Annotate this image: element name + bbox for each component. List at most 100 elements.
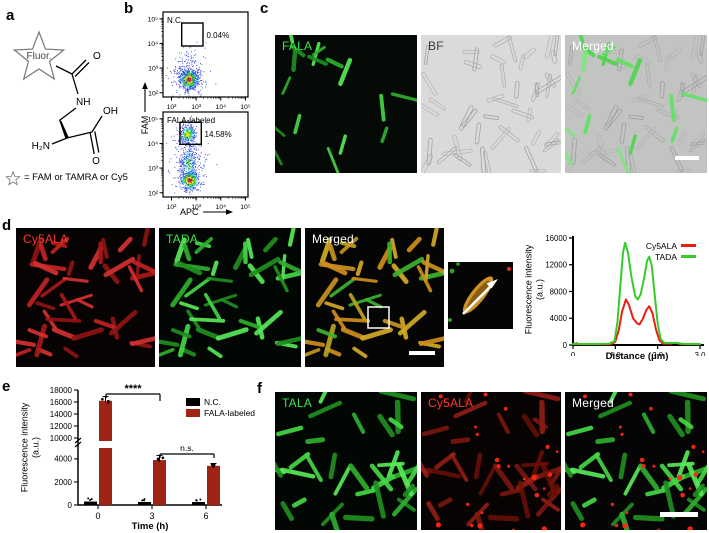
red-line-swatch (681, 244, 696, 247)
profile-chart: 0 4000 8000 12000 16000 0 1.0 2.0 3.0 (545, 234, 707, 356)
svg-text:10000: 10000 (50, 434, 73, 443)
svg-text:1.0: 1.0 (610, 351, 622, 356)
apc-axis-text: APC (180, 207, 199, 217)
micrograph-label: TADA (166, 232, 198, 246)
star-legend: = FAM or TAMRA or Cy5 (4, 168, 128, 186)
svg-text:10³: 10³ (191, 104, 202, 110)
micrograph-label: BF (428, 39, 444, 53)
micrograph-merged-d: Merged (305, 228, 444, 367)
svg-text:****: **** (124, 384, 142, 395)
svg-text:10⁵: 10⁵ (148, 116, 159, 123)
bar-legend: N.C. FALA-labeled (186, 396, 256, 418)
star-icon (5, 170, 21, 186)
flow-plot-fala: 10² 10³ 10⁴ 10⁵ 10² 10³ 10⁴ 10⁵ FALA-labeled 14… (148, 111, 251, 211)
apc-axis-label: APC (180, 207, 233, 217)
bar-ylabel: Fluorescence intensity (a.u.) (19, 402, 41, 493)
panel-label-e: e (2, 378, 11, 395)
micrograph-bf: BF (421, 35, 561, 173)
legend-item-tada: TADA (596, 251, 696, 262)
svg-text:10⁴: 10⁴ (148, 41, 159, 48)
svg-text:10²: 10² (148, 90, 159, 97)
flow-nc-gate-box (181, 22, 204, 47)
svg-text:10²: 10² (148, 190, 159, 197)
svg-text:10⁵: 10⁵ (240, 204, 251, 211)
svg-text:10⁴: 10⁴ (148, 141, 159, 148)
micrograph-cy5ala: Cy5ALA (16, 228, 155, 367)
flow-fala-title: FALA-labeled (167, 116, 215, 125)
stereo-wedge-bond (58, 119, 69, 139)
flow-plot-nc: 10² 10³ 10⁴ 10⁵ 10² 10³ 10⁴ 10⁵ N.C. 0.04% (148, 11, 251, 110)
atom-nh: NH (76, 97, 90, 108)
svg-text:3: 3 (149, 511, 154, 521)
inset-single-cell (448, 262, 513, 329)
flow-nc-gate-percent: 0.04% (207, 31, 230, 40)
svg-text:n.s.: n.s. (180, 443, 194, 453)
svg-text:10⁵: 10⁵ (240, 104, 251, 110)
axis-arrow-icon (142, 81, 148, 112)
svg-text:0: 0 (571, 351, 576, 356)
inset-region-box-overlay (367, 306, 390, 329)
svg-text:16000: 16000 (50, 398, 73, 407)
svg-text:10²: 10² (167, 204, 178, 211)
fluorophore-star-icon (12, 30, 66, 81)
micrograph-label: TALA (282, 396, 312, 410)
micrograph-label: Merged (312, 232, 354, 246)
flow-nc-title: N.C. (167, 16, 183, 25)
panel-label-c: c (260, 0, 269, 17)
legend-item-cy5ala: Cy5ALA (596, 240, 696, 251)
chemical-structure-drawing: Fluor. O NH H₂N OH O (12, 30, 118, 165)
bar-xlabel: Time (h) (131, 521, 169, 532)
bond-lines (51, 59, 103, 155)
profile-xlabel: Distance (μm) (605, 351, 669, 362)
panel-label-f: f (257, 380, 262, 397)
micrograph-tada: TADA (159, 228, 301, 367)
profile-legend: Cy5ALA TADA (596, 240, 696, 262)
atom-oh: OH (103, 106, 118, 117)
scale-bar (675, 156, 699, 160)
svg-text:16000: 16000 (545, 234, 567, 243)
micrograph-label: Cy5ALA (428, 396, 474, 410)
svg-text:3.0: 3.0 (695, 351, 707, 356)
svg-text:8000: 8000 (550, 287, 568, 296)
fluor-text: Fluor. (26, 51, 51, 62)
bar-chart: 0 2000 4000 10000 12000 14000 16000 18000 0 3 6 ***… (50, 384, 222, 521)
profile-arrow-icon (462, 279, 498, 315)
fam-axis-label: FAM (137, 48, 153, 168)
svg-text:10²: 10² (167, 104, 178, 110)
svg-text:4000: 4000 (550, 314, 568, 323)
micrograph-label: Merged (572, 396, 614, 410)
svg-text:18000: 18000 (50, 386, 73, 395)
micrograph-fala: FALA (275, 35, 417, 173)
atom-o-top: O (93, 51, 101, 62)
svg-text:2.0: 2.0 (652, 351, 664, 356)
micrograph-cy5ala-f: Cy5ALA (421, 392, 561, 530)
micrograph-label: Cy5ALA (23, 232, 69, 246)
svg-text:0: 0 (95, 511, 100, 521)
panel-label-a: a (6, 7, 15, 24)
svg-text:2000: 2000 (54, 478, 72, 487)
micrograph-label: Merged (572, 39, 614, 53)
scale-bar (409, 351, 435, 355)
svg-text:10³: 10³ (148, 166, 159, 173)
flow-fala-gate-percent: 14.58% (205, 130, 232, 139)
panel-label-d: d (2, 217, 12, 234)
star-legend-text: = FAM or TAMRA or Cy5 (24, 171, 128, 183)
panel-label-b: b (124, 0, 134, 17)
red-swatch (186, 408, 200, 417)
svg-text:10³: 10³ (148, 66, 159, 73)
svg-text:4000: 4000 (54, 455, 72, 464)
atom-o-bottom: O (92, 156, 100, 165)
svg-text:14000: 14000 (50, 410, 73, 419)
svg-text:12000: 12000 (545, 261, 567, 270)
svg-text:12000: 12000 (50, 422, 73, 431)
micrograph-tala: TALA (275, 392, 417, 530)
svg-text:10³: 10³ (191, 204, 202, 211)
svg-text:10⁴: 10⁴ (216, 104, 227, 110)
micrograph-merged-f: Merged (565, 392, 707, 530)
svg-text:0: 0 (563, 341, 568, 350)
micrograph-label: FALA (282, 39, 313, 53)
legend-item-nc: N.C. (186, 396, 256, 407)
green-line-swatch (681, 255, 696, 258)
atom-h2n: H₂N (32, 141, 50, 152)
